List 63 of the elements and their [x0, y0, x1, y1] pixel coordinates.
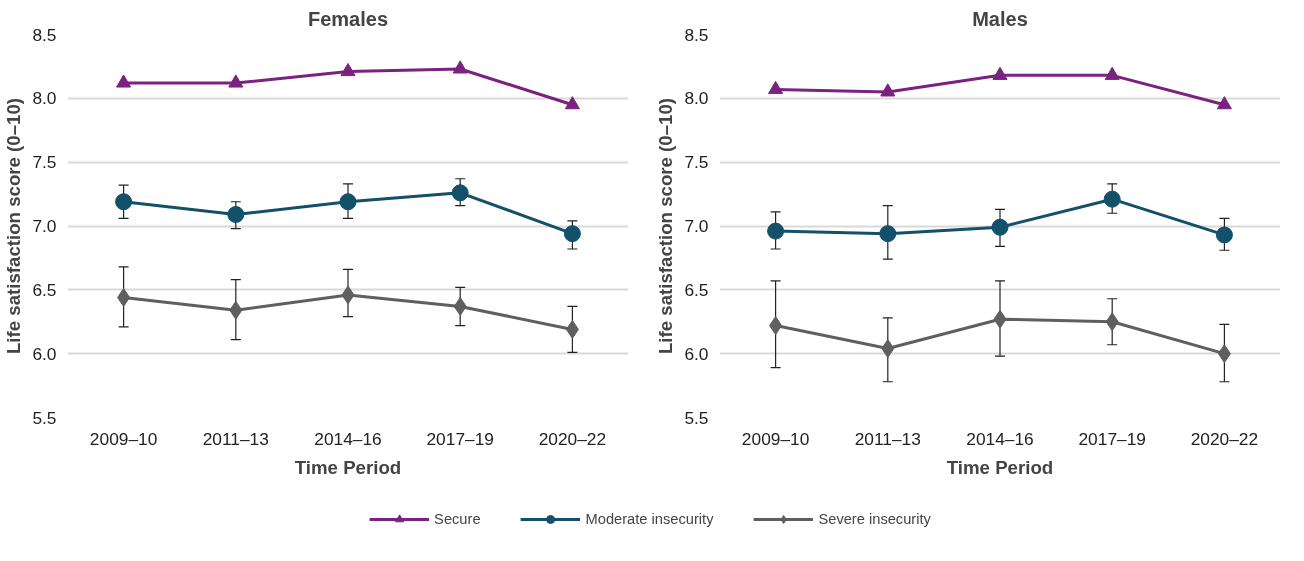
- y-tick-label: 6.0: [32, 343, 57, 364]
- point: [1103, 190, 1121, 208]
- point: [227, 206, 245, 223]
- point: [341, 285, 355, 305]
- x-tick-label: 2011–13: [202, 428, 269, 449]
- point: [991, 218, 1009, 236]
- point: [451, 184, 469, 202]
- y-tick-label: 6.5: [684, 279, 709, 300]
- x-axis-title: Time Period: [294, 456, 402, 478]
- point: [1217, 344, 1231, 364]
- x-tick-label: 2011–13: [854, 428, 921, 449]
- chart-title: Females: [307, 7, 389, 30]
- legend-label: Moderate insecurity: [585, 511, 714, 527]
- y-tick-label: 5.5: [32, 407, 57, 428]
- x-tick-label: 2009–10: [89, 428, 158, 449]
- point: [879, 225, 897, 243]
- point: [1105, 312, 1119, 332]
- point: [339, 193, 357, 211]
- chart-title: Males: [972, 7, 1028, 30]
- y-tick-label: 6.5: [32, 279, 57, 300]
- point: [115, 193, 133, 211]
- y-tick-label: 7.0: [684, 216, 709, 236]
- point: [563, 225, 581, 243]
- y-tick-label: 8.0: [32, 88, 57, 109]
- y-axis-title: Life satisfaction score (0–10): [3, 97, 25, 355]
- legend-label: Secure: [434, 511, 481, 527]
- x-tick-label: 2009–10: [741, 428, 810, 449]
- point: [1104, 66, 1120, 80]
- point: [992, 66, 1008, 80]
- point: [768, 80, 784, 94]
- point: [564, 96, 580, 110]
- y-axis-title: Life satisfaction score (0–10): [655, 97, 677, 355]
- x-tick-label: 2017–19: [426, 428, 494, 449]
- y-tick-label: 7.5: [32, 152, 57, 173]
- point: [117, 287, 131, 307]
- point: [769, 316, 783, 336]
- x-tick-label: 2014–16: [966, 428, 1034, 449]
- y-tick-label: 7.5: [684, 152, 709, 173]
- point: [993, 309, 1007, 329]
- point: [565, 319, 579, 339]
- y-tick-label: 5.5: [684, 407, 709, 428]
- point: [1215, 226, 1233, 244]
- x-tick-label: 2017–19: [1078, 428, 1146, 449]
- legend-label: Severe insecurity: [818, 511, 931, 527]
- y-tick-label: 8.5: [684, 24, 709, 45]
- point: [1216, 96, 1232, 110]
- point: [229, 300, 243, 320]
- point: [452, 60, 468, 74]
- x-tick-label: 2020–22: [538, 428, 607, 449]
- y-tick-label: 6.0: [684, 343, 709, 364]
- point: [228, 74, 244, 88]
- x-axis-title: Time Period: [946, 456, 1054, 478]
- y-tick-label: 8.5: [32, 24, 57, 45]
- x-tick-label: 2020–22: [1190, 428, 1259, 449]
- x-tick-label: 2014–16: [314, 428, 382, 449]
- point: [340, 62, 356, 77]
- point: [880, 83, 896, 97]
- y-tick-label: 7.0: [32, 216, 57, 236]
- point: [881, 339, 895, 359]
- point: [453, 296, 467, 316]
- y-tick-label: 8.0: [684, 88, 709, 109]
- point: [116, 74, 132, 88]
- point: [767, 222, 785, 240]
